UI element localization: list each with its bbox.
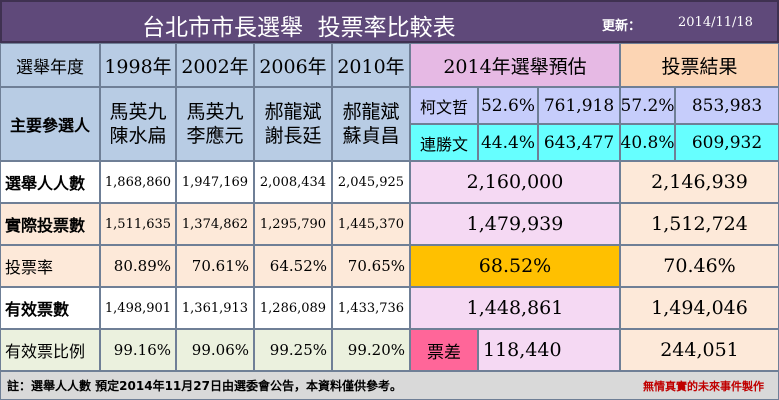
- candidate-ko-result-votes: 853,983: [675, 87, 779, 124]
- year-2002: 2002年: [176, 43, 254, 87]
- turnout-result: 70.46%: [620, 245, 779, 287]
- candidates-2002: 馬英九 李應元: [176, 87, 254, 161]
- turnout-1998: 80.89%: [100, 245, 176, 287]
- valid-ratio-1998: 99.16%: [100, 329, 176, 371]
- turnout-2010: 70.65%: [332, 245, 410, 287]
- candidate-name: 李應元: [186, 125, 244, 147]
- electorate-2010: 2,045,925: [332, 161, 410, 203]
- year-2010: 2010年: [332, 43, 410, 87]
- valid-votes-result: 1,494,046: [620, 287, 779, 329]
- ballots-cast-2002: 1,374,862: [176, 203, 254, 245]
- row-label-valid-ratio: 有效票比例: [0, 329, 100, 371]
- candidate-ko-forecast-votes: 761,918: [538, 87, 620, 124]
- forecast-header: 2014年選舉預估: [410, 43, 620, 87]
- vote-gap-result: 244,051: [620, 329, 779, 371]
- valid-votes-forecast: 1,448,861: [410, 287, 620, 329]
- electorate-1998: 1,868,860: [100, 161, 176, 203]
- candidates-2010: 郝龍斌 蘇貞昌: [332, 87, 410, 161]
- electorate-forecast: 2,160,000: [410, 161, 620, 203]
- candidate-lien-forecast-pct: 44.4%: [478, 124, 538, 161]
- valid-ratio-2006: 99.25%: [254, 329, 332, 371]
- valid-ratio-2010: 99.20%: [332, 329, 410, 371]
- result-header: 投票結果: [620, 43, 779, 87]
- candidates-label: 主要參選人: [0, 87, 100, 161]
- row-label-turnout: 投票率: [0, 245, 100, 287]
- turnout-forecast: 68.52%: [410, 245, 620, 287]
- ballots-cast-result: 1,512,724: [620, 203, 779, 245]
- candidate-name: 郝龍斌: [342, 101, 400, 123]
- footer-note: 註：選舉人人數 預定2014年11月27日由選委會公告，本資料僅供參考。: [7, 379, 402, 393]
- candidates-1998: 馬英九 陳水扁: [100, 87, 176, 161]
- ballots-cast-forecast: 1,479,939: [410, 203, 620, 245]
- ballots-cast-2006: 1,295,790: [254, 203, 332, 245]
- year-label: 選舉年度: [0, 43, 100, 87]
- candidate-name: 陳水扁: [109, 125, 167, 147]
- page-title: 台北市市長選舉 投票率比較表: [142, 15, 456, 41]
- footer-credit: 無情真實的未來事件製作: [643, 379, 764, 393]
- vote-gap-forecast: 118,440: [478, 329, 620, 371]
- candidates-2006: 郝龍斌 謝長廷: [254, 87, 332, 161]
- valid-ratio-2002: 99.06%: [176, 329, 254, 371]
- year-2006: 2006年: [254, 43, 332, 87]
- turnout-2002: 70.61%: [176, 245, 254, 287]
- candidate-name: 蘇貞昌: [342, 125, 400, 147]
- updated-label: 更新：: [602, 19, 642, 34]
- vote-gap-label: 票差: [410, 329, 478, 371]
- candidate-lien-result-votes: 609,932: [675, 124, 779, 161]
- year-1998: 1998年: [100, 43, 176, 87]
- electorate-result: 2,146,939: [620, 161, 779, 203]
- candidate-name: 郝龍斌: [264, 101, 322, 123]
- ballots-cast-2010: 1,445,370: [332, 203, 410, 245]
- candidate-ko-name: 柯文哲: [410, 87, 478, 124]
- valid-votes-1998: 1,498,901: [100, 287, 176, 329]
- electorate-2006: 2,008,434: [254, 161, 332, 203]
- candidate-lien-forecast-votes: 643,477: [538, 124, 620, 161]
- candidate-name: 謝長廷: [264, 125, 322, 147]
- row-label-valid-votes: 有效票數: [0, 287, 100, 329]
- footer-bar: 註：選舉人人數 預定2014年11月27日由選委會公告，本資料僅供參考。 無情真…: [0, 371, 779, 400]
- title-bar: 台北市市長選舉 投票率比較表 更新： 2014/11/18: [0, 0, 779, 43]
- row-label-electorate: 選舉人人數: [0, 161, 100, 203]
- candidate-name: 馬英九: [186, 101, 244, 123]
- valid-votes-2006: 1,286,089: [254, 287, 332, 329]
- row-label-ballots-cast: 實際投票數: [0, 203, 100, 245]
- candidate-lien-result-pct: 40.8%: [620, 124, 675, 161]
- candidate-ko-forecast-pct: 52.6%: [478, 87, 538, 124]
- candidate-lien-name: 連勝文: [410, 124, 478, 161]
- candidate-name: 馬英九: [109, 101, 167, 123]
- ballots-cast-1998: 1,511,635: [100, 203, 176, 245]
- turnout-2006: 64.52%: [254, 245, 332, 287]
- electorate-2002: 1,947,169: [176, 161, 254, 203]
- candidate-ko-result-pct: 57.2%: [620, 87, 675, 124]
- valid-votes-2010: 1,433,736: [332, 287, 410, 329]
- updated-date: 2014/11/18: [678, 15, 753, 30]
- valid-votes-2002: 1,361,913: [176, 287, 254, 329]
